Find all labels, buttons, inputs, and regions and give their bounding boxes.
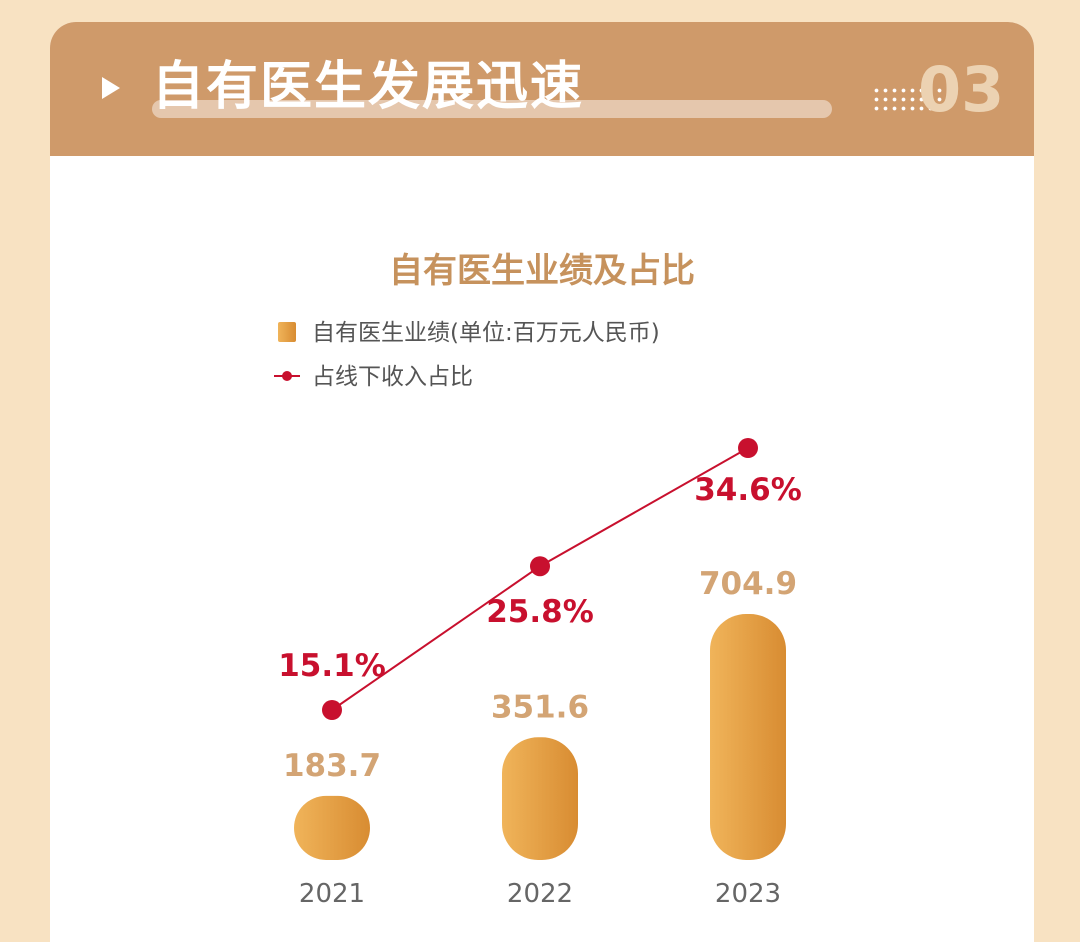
bar-value-label: 351.6	[491, 689, 589, 725]
x-tick-label: 2021	[299, 879, 365, 909]
title-highlight	[152, 100, 832, 118]
share-point-2021	[322, 700, 342, 720]
section-title: 自有医生发展迅速	[152, 57, 585, 117]
share-value-label: 15.1%	[278, 648, 386, 684]
bar-2023	[710, 614, 786, 860]
bar-value-label: 183.7	[283, 748, 381, 784]
bar-value-label: 704.9	[699, 566, 797, 602]
legend-bar-label: 自有医生业绩(单位:百万元人民币)	[312, 320, 660, 346]
legend-line-label: 占线下收入占比	[312, 364, 473, 390]
share-value-label: 34.6%	[694, 472, 802, 508]
share-line	[331, 447, 749, 711]
chart-card: 自有医生发展迅速 03 自有医生业绩及占比 自有医生业绩(单位:百万元人民币) …	[50, 22, 1034, 942]
play-icon	[102, 77, 120, 99]
legend-bar-swatch	[278, 322, 296, 342]
legend-line-marker	[282, 371, 292, 381]
dots-icon	[872, 86, 944, 112]
x-tick-label: 2023	[715, 879, 781, 909]
x-tick-label: 2022	[507, 879, 573, 909]
bar-2022	[502, 737, 578, 860]
bar-2021	[294, 795, 370, 860]
section-number: 03	[918, 53, 1005, 126]
share-value-label: 25.8%	[486, 594, 594, 630]
chart-title: 自有医生业绩及占比	[389, 251, 695, 291]
share-point-2023	[738, 438, 758, 458]
chart: 自有医生业绩及占比 自有医生业绩(单位:百万元人民币) 占线下收入占比 183.…	[274, 251, 802, 909]
share-point-2022	[530, 556, 550, 577]
section-header: 自有医生发展迅速 03	[50, 22, 1034, 156]
